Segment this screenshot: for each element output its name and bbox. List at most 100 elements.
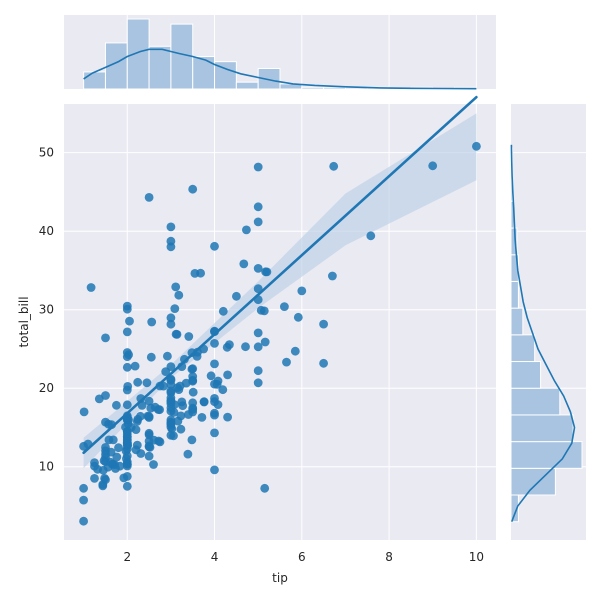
data-point — [131, 425, 141, 434]
data-point — [210, 241, 219, 251]
y-tick-labels: 10 20 30 40 50 — [39, 146, 54, 474]
data-point — [163, 351, 172, 361]
marginal-y-histogram — [510, 147, 583, 523]
data-point — [366, 231, 376, 241]
data-point — [166, 403, 176, 413]
data-point — [261, 267, 270, 277]
data-point — [187, 364, 197, 374]
x-hist-bar — [148, 45, 172, 90]
y-hist-bar — [510, 361, 542, 389]
y-tick-label: 50 — [39, 146, 54, 160]
y-tick-label: 20 — [39, 381, 54, 395]
data-point — [188, 184, 198, 194]
data-point — [79, 516, 88, 526]
data-point — [232, 291, 241, 301]
data-point — [297, 286, 307, 296]
x-tick-label: 4 — [211, 550, 219, 564]
data-point — [79, 407, 89, 417]
data-point — [210, 394, 219, 403]
y-hist-bar — [510, 280, 519, 309]
data-point — [222, 342, 232, 352]
data-point — [122, 327, 132, 337]
y-tick-label: 40 — [39, 224, 54, 238]
data-point — [319, 358, 328, 368]
data-point — [122, 304, 132, 314]
y-axis-label: total_bill — [17, 296, 31, 347]
data-point — [79, 495, 88, 505]
y-hist-bar — [510, 414, 574, 443]
data-point — [122, 362, 132, 372]
x-tick-label: 2 — [123, 550, 131, 564]
data-point — [101, 417, 110, 427]
data-point — [260, 337, 270, 347]
data-point — [176, 411, 186, 421]
data-point — [144, 436, 154, 446]
data-point — [136, 411, 145, 421]
data-point — [210, 410, 219, 420]
data-point — [253, 366, 263, 376]
data-point — [90, 474, 99, 483]
data-point — [112, 400, 121, 410]
data-point — [174, 290, 184, 300]
data-point — [144, 413, 154, 422]
data-point — [122, 385, 132, 395]
x-hist-bar — [83, 71, 106, 90]
data-point — [172, 330, 182, 339]
data-point — [210, 379, 219, 389]
data-point — [173, 383, 182, 392]
data-point — [170, 304, 180, 313]
data-point — [166, 393, 176, 403]
data-point — [210, 465, 219, 475]
data-point — [142, 378, 152, 388]
x-hist-bar — [126, 18, 150, 90]
regression-confidence-band — [83, 113, 477, 469]
data-point — [253, 264, 263, 273]
data-point — [122, 481, 132, 491]
data-point — [122, 400, 132, 410]
data-point — [111, 464, 120, 473]
data-point — [293, 312, 303, 322]
data-point — [210, 359, 219, 369]
data-point — [253, 162, 263, 172]
data-point — [176, 424, 186, 434]
y-hist-bar — [510, 334, 536, 363]
data-point — [90, 461, 99, 471]
y-tick-label: 30 — [39, 303, 54, 317]
data-point — [166, 236, 176, 246]
data-point — [161, 367, 171, 376]
marginal-x-kde-curve — [83, 48, 477, 90]
x-tick-label: 10 — [469, 550, 484, 564]
data-point — [259, 306, 269, 316]
data-point — [183, 449, 193, 459]
data-point — [155, 405, 165, 415]
data-point — [282, 357, 291, 367]
data-point — [130, 361, 140, 371]
data-point — [253, 202, 263, 212]
data-point — [218, 306, 228, 316]
data-point — [196, 268, 206, 278]
data-point — [253, 328, 263, 338]
data-point — [94, 394, 104, 404]
data-point — [122, 352, 132, 362]
data-point — [428, 161, 438, 171]
data-point — [218, 385, 228, 395]
y-hist-bar — [510, 307, 524, 336]
data-point — [239, 259, 249, 269]
data-point — [206, 371, 216, 381]
data-point — [328, 271, 337, 281]
data-point — [253, 284, 263, 294]
x-hist-bar — [257, 68, 281, 90]
data-point — [123, 419, 133, 429]
data-point — [242, 225, 251, 235]
data-point — [149, 460, 158, 469]
data-point — [171, 282, 181, 292]
x-hist-bar — [192, 56, 216, 90]
data-point — [98, 480, 108, 489]
data-point — [101, 333, 110, 343]
data-point — [199, 397, 209, 407]
data-point — [122, 461, 132, 471]
data-point — [114, 443, 123, 453]
y-hist-bar — [510, 387, 561, 416]
data-point — [131, 445, 141, 455]
